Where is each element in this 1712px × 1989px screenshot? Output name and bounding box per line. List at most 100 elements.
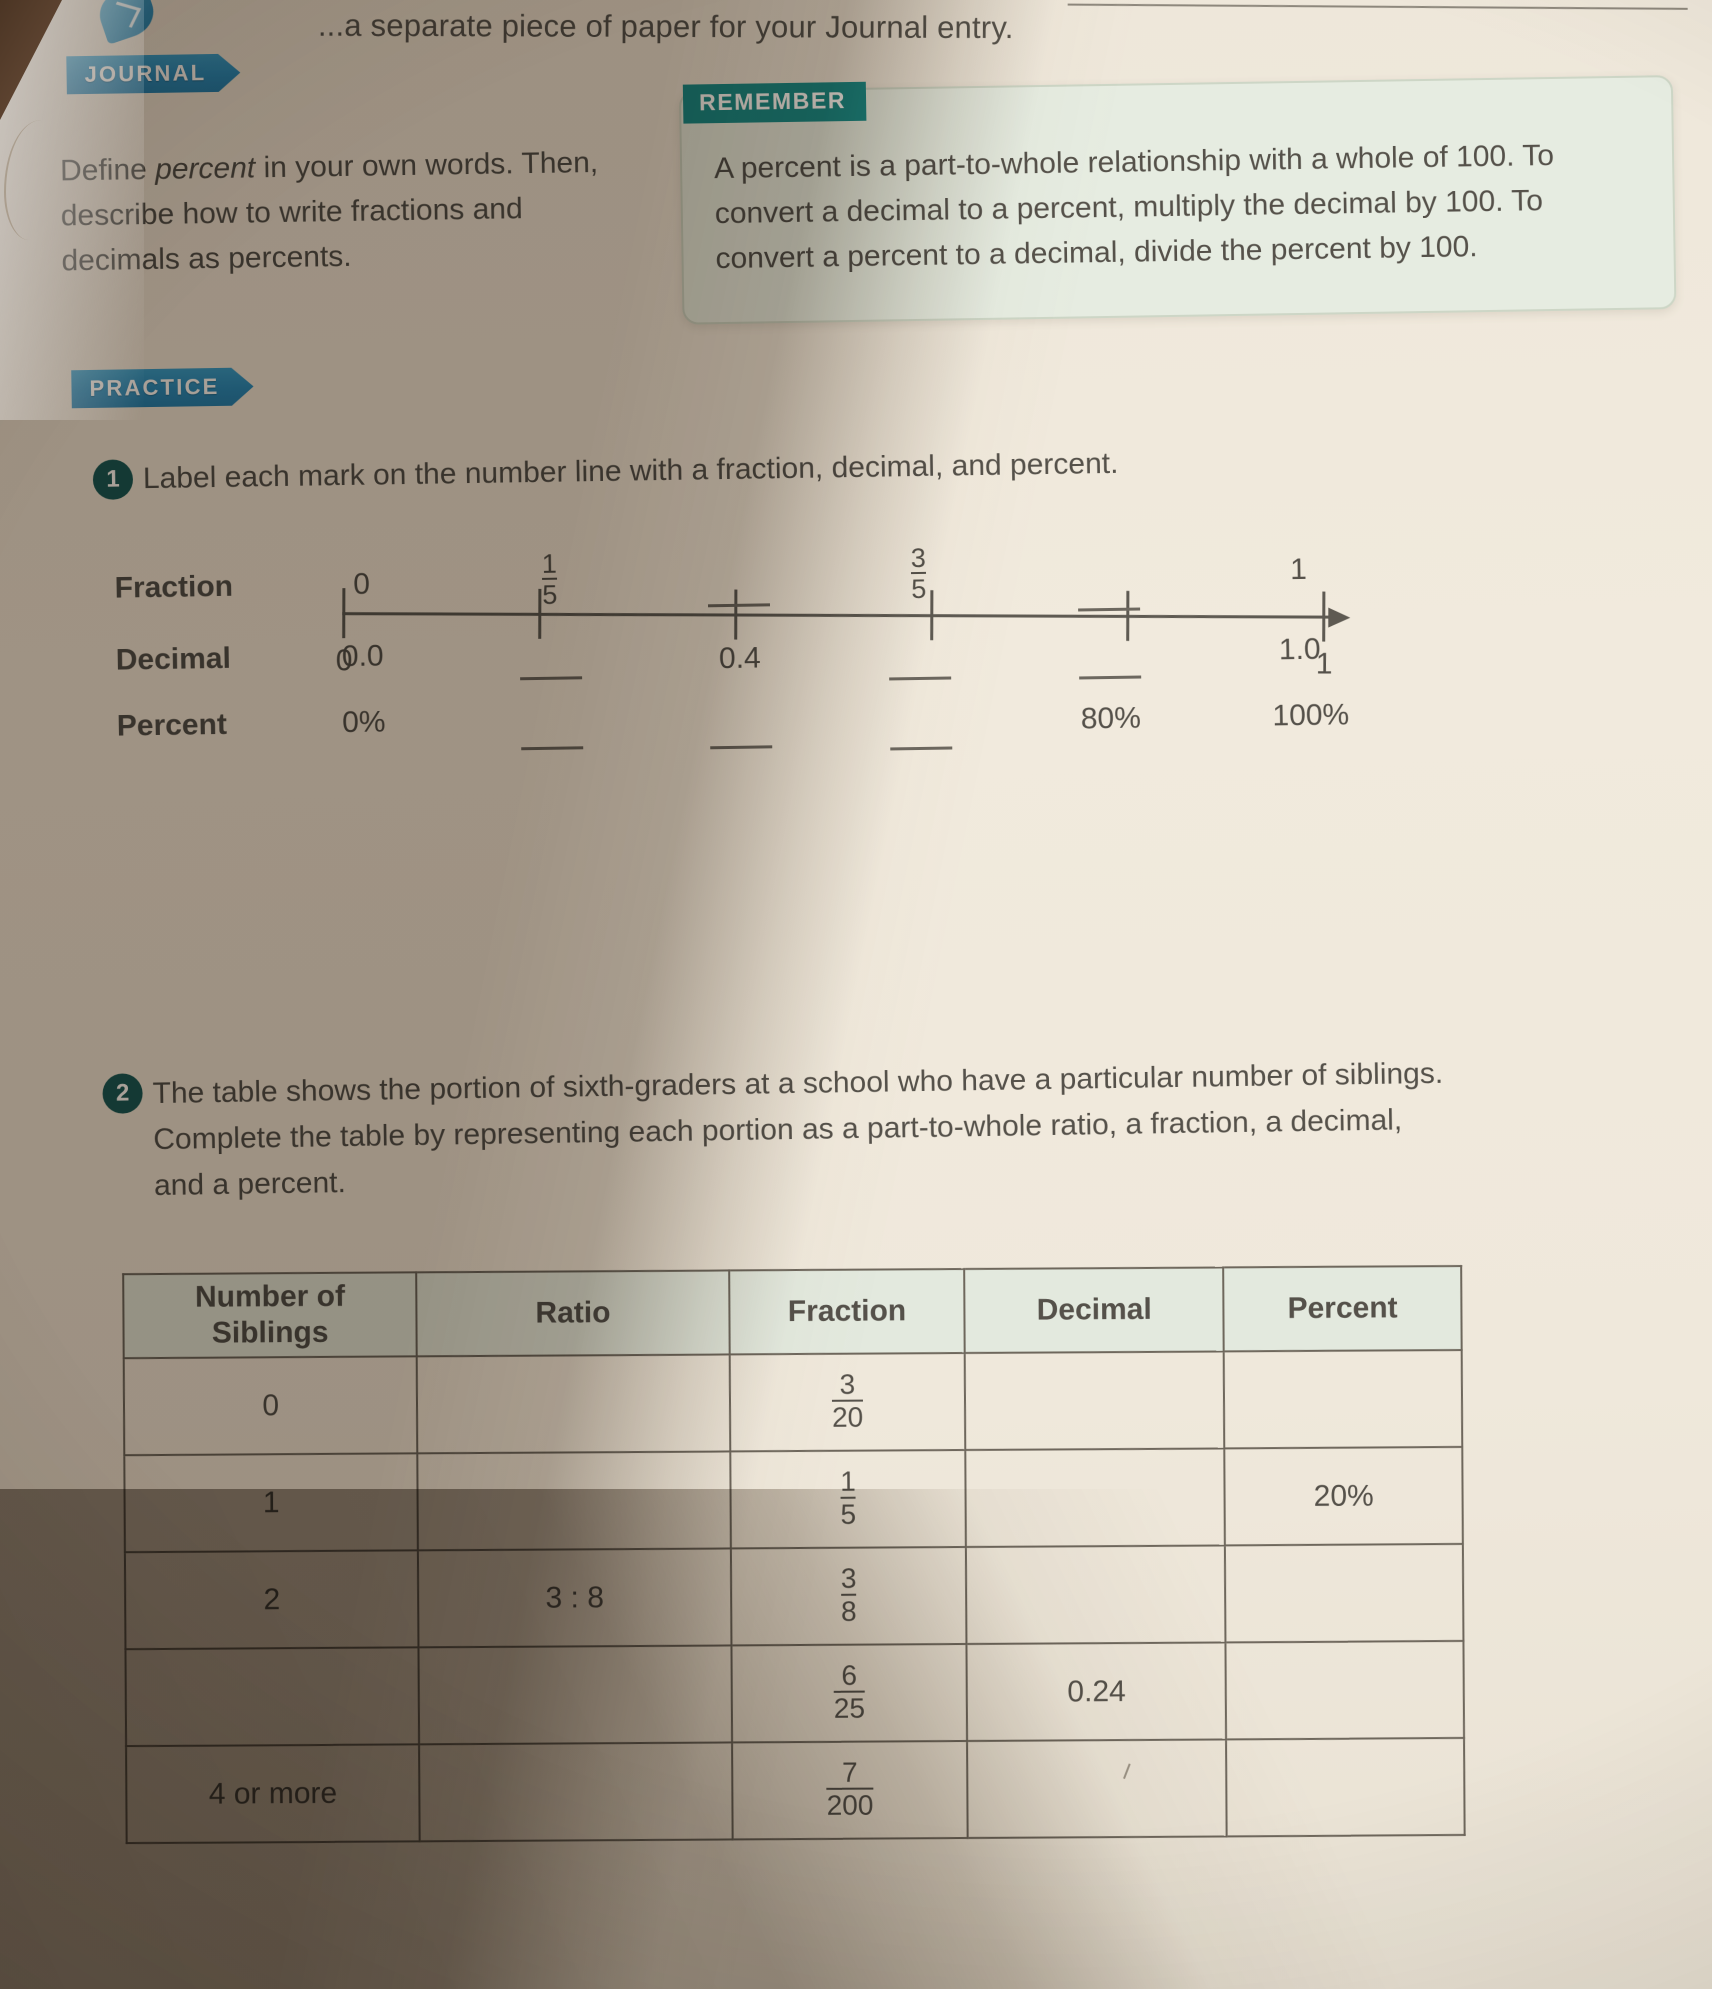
fraction-denominator: 5 [840, 1496, 857, 1530]
practice-banner: PRACTICE [71, 367, 254, 408]
journal-prompt-term: percent [154, 151, 256, 186]
cell-fraction: 3 8 [730, 1547, 967, 1646]
fraction-denominator: 8 [840, 1593, 857, 1627]
number-line-tick [538, 588, 542, 639]
journal-prompt: Define percent in your own words. Then, … [60, 140, 602, 283]
column-header-ratio: Ratio [416, 1270, 730, 1357]
percent-blank-2[interactable] [710, 745, 773, 750]
fraction-denominator: 25 [833, 1690, 866, 1724]
fraction-one-fifth: 1 5 [541, 548, 558, 611]
row-label-decimal: Decimal [115, 641, 232, 677]
cell-siblings: 2 [124, 1550, 419, 1650]
cell-siblings: 0 [123, 1356, 418, 1456]
fraction-denominator: 20 [831, 1399, 864, 1433]
fraction-numerator: 3 [839, 1368, 856, 1401]
journal-banner: JOURNAL [66, 54, 240, 95]
fraction-cell-3: 3 5 [910, 542, 927, 607]
table-row: 0 3 20 [123, 1349, 1463, 1456]
fraction-display: 1 5 [840, 1465, 857, 1530]
cell-siblings[interactable] [125, 1647, 420, 1747]
cell-percent[interactable] [1225, 1543, 1464, 1643]
percent-cell-4: 80% [1080, 701, 1142, 736]
fraction-numerator: 1 [840, 1465, 856, 1498]
cell-decimal[interactable] [964, 1351, 1225, 1451]
table-header: Number of Siblings Ratio Fraction Decima… [123, 1265, 1462, 1359]
question-1-number: 1 [92, 459, 134, 500]
number-line-tick [930, 590, 934, 641]
number-line-tick [1126, 590, 1130, 641]
cell-ratio[interactable] [418, 1645, 732, 1745]
cell-decimal[interactable] [966, 1545, 1226, 1645]
number-line-tick [342, 588, 346, 639]
column-header-fraction: Fraction [729, 1269, 965, 1355]
remember-body-text: A percent is a part-to-whole relationshi… [713, 138, 1555, 276]
fraction-numerator: 1 [541, 548, 558, 579]
fraction-numerator: 7 [841, 1756, 858, 1789]
percent-blank-3[interactable] [890, 746, 953, 751]
table-row: 2 3 : 8 3 8 [124, 1543, 1464, 1650]
cell-fraction: 1 5 [730, 1450, 967, 1549]
cell-ratio[interactable] [419, 1742, 733, 1842]
cell-decimal[interactable] [965, 1448, 1226, 1548]
number-line-tick [1322, 591, 1326, 642]
top-partial-line: ...a separate piece of paper for your Jo… [317, 7, 1014, 46]
column-header-siblings-line1: Number of [194, 1279, 346, 1314]
fraction-display: 7 200 [826, 1756, 873, 1821]
row-label-percent: Percent [116, 707, 228, 743]
fraction-numerator: 3 [910, 542, 927, 574]
cell-siblings: 4 or more [126, 1744, 420, 1844]
journal-prompt-before: Define [59, 152, 156, 188]
remember-tab-label: REMEMBER [682, 81, 867, 124]
table-header-row: Number of Siblings Ratio Fraction Decima… [123, 1265, 1462, 1359]
fraction-numerator: 3 [840, 1562, 857, 1595]
number-line-tick [734, 589, 738, 640]
column-header-decimal: Decimal [964, 1267, 1225, 1354]
siblings-table: Number of Siblings Ratio Fraction Decima… [122, 1265, 1465, 1844]
percent-blank-1[interactable] [521, 746, 584, 751]
question-2-text: The table shows the portion of sixth-gra… [152, 1056, 1444, 1203]
cell-fraction: 7 200 [731, 1741, 968, 1840]
fraction-cell-5: 1 [1289, 552, 1308, 587]
table-row: 1 1 5 20% [124, 1446, 1463, 1553]
decimal-cell-5: 1.0 [1278, 632, 1321, 667]
fraction-three-fifths: 3 5 [910, 542, 927, 605]
fraction-denominator: 5 [542, 578, 558, 611]
cell-ratio[interactable] [416, 1354, 731, 1454]
percent-cell-5: 100% [1272, 698, 1350, 733]
fraction-display: 3 8 [840, 1562, 857, 1627]
top-horizontal-rule [1067, 3, 1688, 10]
question-2-number: 2 [102, 1073, 143, 1114]
row-label-fraction: Fraction [114, 569, 234, 605]
cell-siblings: 1 [124, 1453, 419, 1553]
table-body: 0 3 20 1 1 [123, 1349, 1465, 1844]
cell-decimal: 0.24 [966, 1642, 1227, 1742]
number-line-axis [342, 612, 1333, 619]
decimal-cell-2: 0.4 [718, 641, 761, 676]
cell-ratio: 3 : 8 [418, 1548, 732, 1648]
fraction-display: 6 25 [833, 1660, 866, 1724]
fraction-denominator: 5 [910, 572, 927, 605]
cell-percent[interactable] [1226, 1737, 1465, 1837]
table-row: 6 25 0.24 [125, 1640, 1465, 1747]
cell-ratio[interactable] [417, 1451, 731, 1551]
table-row: 4 or more 7 200 [126, 1737, 1465, 1844]
number-line: 0 1 [336, 560, 1372, 684]
cell-fraction: 3 20 [729, 1353, 966, 1452]
cell-percent[interactable] [1225, 1640, 1465, 1740]
percent-cell-0: 0% [341, 705, 386, 740]
fraction-denominator: 200 [826, 1787, 873, 1821]
fraction-cell-1: 1 5 [541, 548, 558, 613]
cell-fraction: 6 25 [731, 1644, 968, 1743]
cell-percent[interactable] [1224, 1349, 1463, 1449]
question-1-text: Label each mark on the number line with … [142, 446, 1119, 496]
cell-decimal[interactable] [967, 1739, 1227, 1839]
decimal-cell-0: 0.0 [341, 639, 384, 674]
fraction-display: 3 20 [831, 1368, 864, 1433]
number-line-arrow-icon [1328, 607, 1351, 628]
column-header-siblings: Number of Siblings [123, 1272, 417, 1359]
column-header-percent: Percent [1223, 1265, 1462, 1352]
fraction-cell-0: 0 [353, 567, 371, 601]
cell-percent: 20% [1224, 1446, 1463, 1546]
